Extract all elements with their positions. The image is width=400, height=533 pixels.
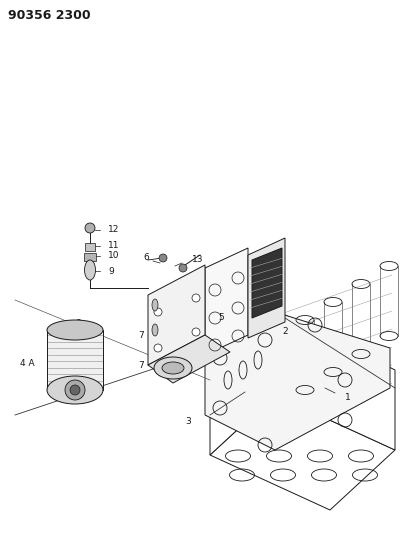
Polygon shape <box>148 265 205 365</box>
Ellipse shape <box>47 376 103 404</box>
Ellipse shape <box>152 299 158 311</box>
Polygon shape <box>47 330 103 390</box>
Polygon shape <box>252 248 282 318</box>
Circle shape <box>192 328 200 336</box>
Text: 10: 10 <box>108 252 120 261</box>
Ellipse shape <box>47 320 103 340</box>
Polygon shape <box>148 335 230 383</box>
Ellipse shape <box>84 260 96 280</box>
Ellipse shape <box>152 324 158 336</box>
Polygon shape <box>210 395 395 510</box>
Text: 13: 13 <box>192 255 204 264</box>
Text: 11: 11 <box>108 241 120 251</box>
Text: 2: 2 <box>282 327 288 336</box>
Circle shape <box>65 380 85 400</box>
Text: 7: 7 <box>138 332 144 341</box>
Text: 7: 7 <box>138 360 144 369</box>
Text: 90356 2300: 90356 2300 <box>8 9 91 22</box>
Polygon shape <box>84 253 96 261</box>
Ellipse shape <box>154 357 192 379</box>
Circle shape <box>85 223 95 233</box>
Polygon shape <box>205 312 390 450</box>
Text: 8: 8 <box>75 319 81 327</box>
Text: 6: 6 <box>143 254 149 262</box>
Polygon shape <box>85 243 95 251</box>
Text: 9: 9 <box>108 266 114 276</box>
Polygon shape <box>275 310 395 450</box>
Circle shape <box>154 308 162 316</box>
Polygon shape <box>248 238 285 338</box>
Ellipse shape <box>162 362 184 374</box>
Circle shape <box>154 344 162 352</box>
Text: 12: 12 <box>108 225 119 235</box>
Polygon shape <box>210 310 275 455</box>
Text: 3: 3 <box>185 417 191 426</box>
Text: 4: 4 <box>190 287 196 296</box>
Circle shape <box>192 294 200 302</box>
Circle shape <box>159 254 167 262</box>
Polygon shape <box>205 248 248 355</box>
Circle shape <box>179 264 187 272</box>
Text: 1: 1 <box>345 393 351 402</box>
Text: 5: 5 <box>218 313 224 322</box>
Circle shape <box>70 385 80 395</box>
Text: 4 A: 4 A <box>20 359 35 367</box>
